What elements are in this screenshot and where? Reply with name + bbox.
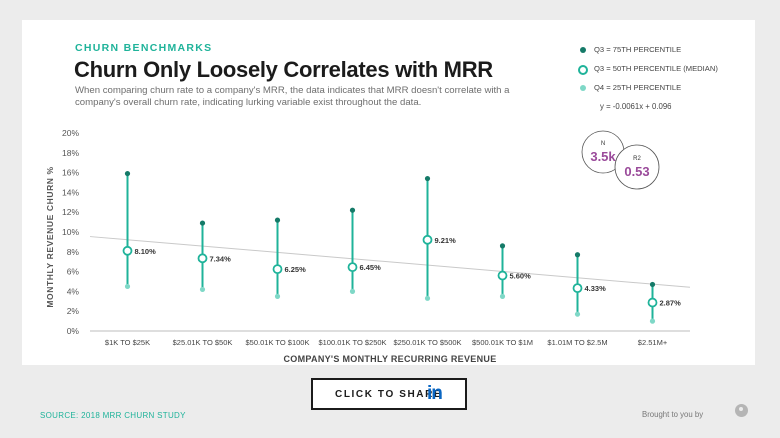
- stat-n-bubble: N 3.5k: [581, 130, 625, 174]
- x-axis-label: COMPANY'S MONTHLY RECURRING REVENUE: [284, 354, 497, 364]
- source-note: SOURCE: 2018 MRR CHURN STUDY: [40, 411, 186, 420]
- x-tick-label: $1.01M TO $2.5M: [547, 338, 607, 347]
- q25-point: [499, 293, 506, 299]
- median-point: [572, 283, 583, 294]
- share-button[interactable]: CLICK TO SHARE in: [311, 378, 467, 410]
- x-tick-label: $250.01K TO $500K: [393, 338, 461, 347]
- median-label: 7.34%: [210, 254, 232, 263]
- q25-point: [649, 318, 656, 324]
- q75-point: [349, 207, 356, 213]
- median-label: 2.87%: [660, 299, 682, 308]
- brand-logo-icon: [735, 404, 748, 417]
- y-tick-label: 0%: [67, 326, 80, 336]
- median-label: 6.25%: [285, 265, 307, 274]
- median-label: 5.60%: [510, 272, 532, 281]
- median-label: 9.21%: [435, 236, 457, 245]
- q75-point: [424, 175, 431, 182]
- median-point: [272, 264, 283, 275]
- x-tick-label: $50.01K TO $100K: [246, 338, 310, 347]
- q25-point: [424, 295, 431, 301]
- light-dot-icon: [580, 85, 586, 91]
- y-tick-label: 12%: [62, 207, 79, 217]
- linkedin-icon[interactable]: in: [427, 383, 443, 404]
- brand-credit: Brought to you by: [642, 410, 704, 419]
- stat-r2-label: R2: [633, 156, 641, 162]
- q25-point: [349, 288, 356, 294]
- legend-item-q75: Q3 = 75TH PERCENTILE: [578, 44, 748, 63]
- y-tick-label: 18%: [62, 148, 79, 158]
- stat-n-value: 3.5k: [590, 149, 616, 164]
- median-point: [422, 234, 433, 245]
- y-tick-label: 6%: [67, 267, 80, 277]
- y-tick-label: 4%: [67, 286, 80, 296]
- y-tick-label: 10%: [62, 227, 79, 237]
- q25-point: [199, 286, 206, 293]
- legend: Q3 = 75TH PERCENTILE Q3 = 50TH PERCENTIL…: [578, 44, 748, 120]
- trend-line: [89, 236, 691, 288]
- y-axis-label: MONTHLY REVENUE CHURN %: [45, 166, 55, 307]
- median-label: 6.45%: [360, 263, 382, 272]
- y-tick-label: 2%: [67, 306, 80, 316]
- legend-item-median: Q3 = 50TH PERCENTILE (MEDIAN): [578, 63, 748, 82]
- legend-label-q75: Q3 = 75TH PERCENTILE: [594, 45, 682, 54]
- q75-point: [574, 252, 581, 258]
- chart-subtitle: When comparing churn rate to a company's…: [75, 85, 510, 108]
- q75-point: [274, 217, 281, 223]
- filled-dot-icon: [580, 47, 586, 53]
- x-tick-label: $2.51M+: [638, 338, 668, 347]
- stat-r2-bubble: R2 0.53: [614, 144, 660, 190]
- y-tick-label: 14%: [62, 187, 79, 197]
- x-tick-label: $25.01K TO $50K: [173, 338, 233, 347]
- median-point: [197, 253, 208, 264]
- q25-point: [574, 311, 581, 317]
- x-tick-label: $100.01K TO $250K: [318, 338, 386, 347]
- chart-title: Churn Only Loosely Correlates with MRR: [74, 57, 493, 82]
- legend-item-q25: Q4 = 25TH PERCENTILE: [578, 82, 748, 101]
- chart-kicker: CHURN BENCHMARKS: [75, 42, 213, 54]
- y-tick-label: 16%: [62, 168, 79, 178]
- x-tick-label: $500.01K TO $1M: [472, 338, 533, 347]
- q75-point: [649, 281, 656, 288]
- chart-card: [22, 20, 755, 365]
- y-tick-label: 20%: [62, 128, 79, 138]
- stat-n-label: N: [601, 141, 605, 147]
- hollow-dot-icon: [578, 65, 588, 75]
- y-axis: 0% 2% 4% 6% 8% 10% 12% 14% 16% 18% 20%: [62, 128, 690, 336]
- median-label: 4.33%: [585, 284, 607, 293]
- median-point: [347, 262, 358, 273]
- stat-r2-value: 0.53: [624, 164, 649, 179]
- median-label: 8.10%: [135, 247, 157, 256]
- q75-point: [499, 243, 506, 249]
- q75-point: [199, 220, 206, 226]
- q75-point: [124, 170, 131, 177]
- x-tick-label: $1K TO $25K: [105, 338, 150, 347]
- median-point: [647, 297, 658, 308]
- trendline-equation: y = -0.0061x + 0.096: [600, 102, 672, 111]
- y-tick-label: 8%: [67, 247, 80, 257]
- legend-label-median: Q3 = 50TH PERCENTILE (MEDIAN): [594, 64, 718, 73]
- legend-label-q25: Q4 = 25TH PERCENTILE: [594, 83, 682, 92]
- median-point: [122, 245, 133, 256]
- median-point: [497, 270, 508, 281]
- q25-point: [124, 283, 131, 290]
- share-label: CLICK TO SHARE: [335, 389, 443, 400]
- percentile-ranges: 8.10% 7.34% 6.25% 6.45% 9.21% 5.60% 4.33% 2.87%: [122, 170, 682, 324]
- q25-point: [274, 293, 281, 299]
- x-axis: $1K TO $25K $25.01K TO $50K $50.01K TO $10…: [105, 338, 668, 347]
